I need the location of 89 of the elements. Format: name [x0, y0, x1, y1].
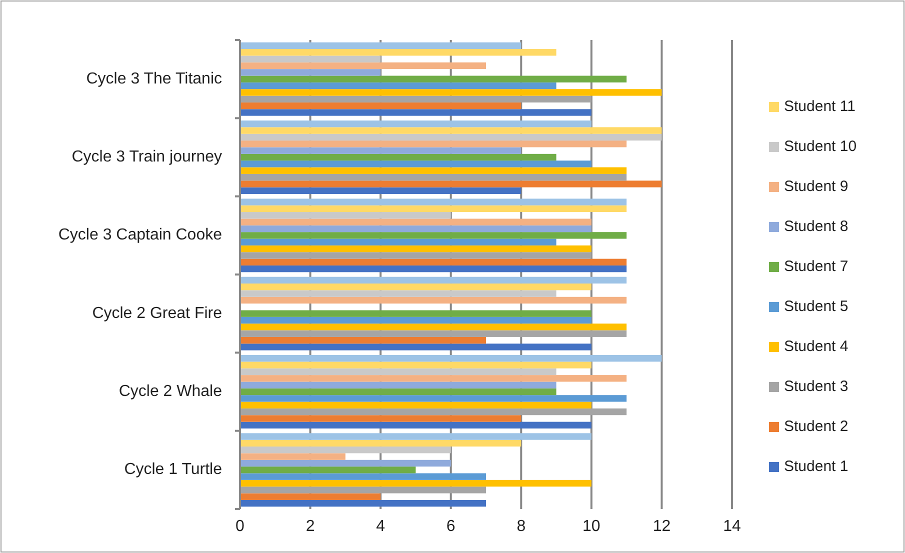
bar [240, 368, 556, 376]
bar [240, 336, 486, 344]
bar [240, 324, 627, 330]
bar [240, 167, 627, 174]
legend-label: Student 3 [784, 378, 848, 395]
bar [240, 284, 592, 290]
bar [240, 355, 662, 362]
bar [240, 276, 627, 284]
bar [240, 480, 592, 487]
bar [240, 89, 662, 96]
bar [240, 134, 662, 141]
y-tick-label: Cycle 3 The Titanic [86, 70, 222, 88]
bar [240, 473, 486, 480]
bar [240, 258, 627, 266]
bar [240, 453, 346, 460]
bar [240, 238, 556, 246]
bar [240, 147, 522, 154]
bar [240, 316, 592, 324]
x-tick-label: 14 [723, 518, 741, 535]
bar [240, 415, 522, 422]
y-tick-label: Cycle 3 Captain Cooke [58, 226, 222, 244]
y-tick-label: Cycle 1 Turtle [124, 461, 222, 478]
bar [240, 120, 592, 128]
y-tick-label: Cycle 3 Train journey [72, 148, 222, 166]
bar [240, 375, 627, 382]
bar [240, 76, 627, 82]
bar [240, 245, 592, 252]
bar [240, 232, 627, 239]
bar [240, 265, 627, 272]
bar [240, 290, 556, 297]
bar [240, 466, 416, 474]
bar [240, 225, 592, 232]
bar [240, 187, 522, 194]
x-tick-label: 6 [446, 518, 456, 535]
bar [240, 408, 627, 416]
bar [240, 109, 592, 116]
bar [240, 180, 662, 188]
bar [240, 402, 592, 408]
bar [240, 344, 592, 350]
bar [240, 493, 381, 500]
bar [240, 446, 451, 454]
bar [240, 96, 592, 102]
bar [240, 310, 592, 317]
bar [240, 102, 522, 110]
legend-label: Student 5 [784, 298, 848, 315]
x-tick-label: 0 [236, 518, 245, 535]
legend-label: Student 8 [784, 218, 848, 235]
legend-label: Student 4 [784, 338, 848, 355]
legend-label: Student 7 [784, 258, 848, 275]
legend-label: Student 1 [784, 458, 848, 475]
bar [240, 362, 592, 368]
bar [240, 69, 381, 76]
y-tick-label: Cycle 2 Whale [118, 382, 222, 400]
bar [240, 154, 556, 161]
bar [240, 49, 556, 56]
bar [240, 56, 381, 62]
bar [240, 160, 592, 168]
bar [240, 440, 522, 447]
bar [240, 395, 627, 402]
x-tick-label: 10 [582, 518, 600, 535]
bar [240, 174, 627, 181]
bar [240, 460, 451, 467]
legend-label: Student 11 [784, 98, 856, 115]
bar [240, 62, 486, 70]
x-tick-label: 2 [306, 518, 315, 535]
bar [240, 422, 592, 428]
x-tick-label: 8 [516, 518, 526, 535]
x-tick-label: 12 [652, 518, 671, 535]
bar [240, 140, 627, 148]
bar [240, 205, 627, 212]
legend-label: Student 10 [784, 138, 857, 155]
bar [240, 500, 486, 507]
bar [240, 127, 662, 134]
bar [240, 198, 627, 206]
bar [240, 382, 556, 388]
bar [240, 296, 627, 304]
bar [240, 212, 451, 219]
bar [240, 433, 592, 440]
y-tick-label: Cycle 2 Great Fire [92, 304, 222, 322]
bar [240, 388, 556, 396]
legend-label: Student 9 [784, 178, 848, 195]
bar [240, 218, 592, 226]
bar [240, 82, 556, 90]
bar [240, 330, 627, 337]
x-tick-label: 4 [376, 518, 386, 535]
bar [240, 486, 486, 494]
legend-label: Student 2 [784, 418, 848, 435]
bar [240, 42, 522, 50]
bar [240, 252, 592, 259]
